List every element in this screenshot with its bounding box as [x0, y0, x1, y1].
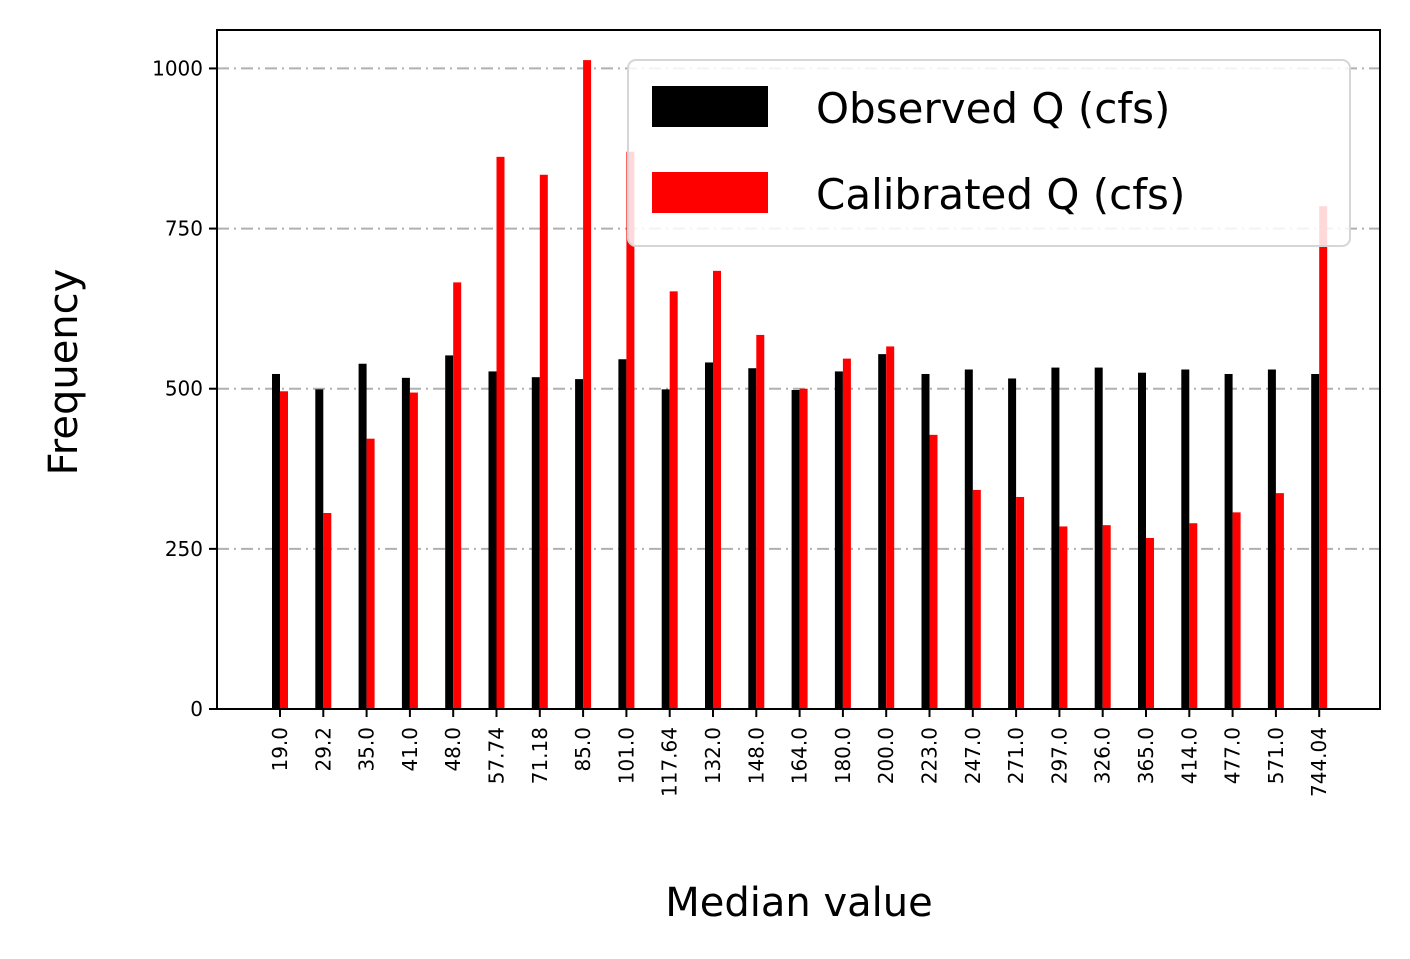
x-axis-title: Median value: [665, 880, 932, 926]
bar-calibrated: [496, 156, 505, 709]
bar-observed: [791, 389, 800, 709]
bar-calibrated: [1319, 206, 1328, 710]
bar-observed: [661, 389, 670, 709]
x-tick-label: 57.74: [485, 727, 509, 784]
bars: [272, 60, 1328, 710]
y-axis: 0 250 500 750 1000: [152, 56, 217, 721]
y-tick-label: 0: [190, 697, 203, 721]
x-tick-label: 101.0: [614, 727, 638, 784]
bar-observed: [1224, 373, 1233, 709]
x-tick-label: 48.0: [441, 727, 465, 772]
bar-calibrated: [1146, 537, 1154, 709]
x-tick-label: 247.0: [961, 727, 985, 784]
bar-calibrated: [1102, 525, 1111, 709]
bar-observed: [878, 354, 887, 709]
x-tick-label: 148.0: [744, 727, 768, 784]
x-tick-label: 365.0: [1134, 727, 1158, 784]
y-tick-label: 750: [165, 217, 203, 241]
bar-observed: [1267, 369, 1276, 709]
x-axis: 19.0 29.2 35.0 41.0 48.0 57.74 71.18 85.0 101.0 1…: [268, 709, 1331, 797]
legend-label-observed: Observed Q (cfs): [816, 84, 1170, 133]
bar-calibrated: [929, 434, 938, 709]
x-tick-label: 41.0: [398, 727, 422, 772]
bar-observed: [834, 371, 843, 709]
bar-observed: [748, 368, 757, 709]
legend-swatch-observed: [652, 86, 768, 127]
legend-label-calibrated: Calibrated Q (cfs): [816, 170, 1185, 219]
x-tick-label: 164.0: [788, 727, 812, 784]
x-tick-label: 571.0: [1264, 727, 1288, 784]
plot-frame: [216, 29, 1381, 710]
bar-observed: [401, 377, 410, 709]
bar-observed: [358, 363, 367, 709]
y-tick-label: 250: [165, 537, 203, 561]
bar-observed: [1311, 373, 1320, 709]
bar-calibrated: [1059, 526, 1068, 709]
x-tick-label: 271.0: [1004, 727, 1028, 784]
x-tick-label: 35.0: [355, 727, 379, 772]
x-tick-label: 117.64: [658, 727, 682, 797]
x-tick-label: 85.0: [571, 727, 595, 772]
legend-swatch-calibrated: [652, 172, 768, 213]
bar-observed: [445, 355, 454, 709]
bar-calibrated: [323, 512, 332, 709]
x-tick-label: 326.0: [1091, 727, 1115, 784]
bar-calibrated: [972, 489, 981, 709]
bar-calibrated: [842, 358, 851, 709]
bar-observed: [705, 362, 713, 709]
bar-calibrated: [1016, 496, 1025, 709]
x-tick-label: 29.2: [311, 727, 335, 772]
bar-calibrated: [1232, 512, 1241, 709]
bar-observed: [1051, 367, 1060, 709]
bar-calibrated: [756, 334, 765, 709]
x-tick-label: 223.0: [918, 727, 942, 784]
bar-calibrated: [669, 291, 678, 709]
bar-calibrated: [886, 346, 895, 709]
bar-calibrated: [1275, 493, 1284, 709]
x-tick-label: 477.0: [1221, 727, 1245, 784]
bar-calibrated: [713, 270, 721, 709]
x-tick-label: 200.0: [874, 727, 898, 784]
legend: Observed Q (cfs) Calibrated Q (cfs): [627, 59, 1351, 247]
bar-calibrated: [366, 438, 375, 709]
x-tick-label: 19.0: [268, 727, 292, 772]
bar-observed: [618, 359, 627, 709]
bar-calibrated: [453, 282, 462, 709]
bar-observed: [1181, 369, 1190, 709]
x-tick-label: 414.0: [1177, 727, 1201, 784]
bar-calibrated: [1189, 523, 1198, 709]
bar-observed: [1094, 367, 1103, 709]
bar-calibrated: [626, 151, 635, 710]
y-tick-label: 1000: [152, 56, 203, 80]
bar-observed: [921, 373, 930, 709]
bar-calibrated: [409, 392, 418, 709]
bar-observed: [531, 377, 540, 709]
x-tick-label: 132.0: [701, 727, 725, 784]
x-tick-label: 71.18: [528, 727, 552, 784]
x-tick-label: 297.0: [1047, 727, 1071, 784]
bar-calibrated: [280, 391, 288, 709]
bar-calibrated: [583, 60, 592, 709]
bar-observed: [1138, 372, 1146, 709]
bar-observed: [964, 369, 973, 709]
bar-observed: [488, 371, 497, 709]
legend-box: [627, 59, 1351, 247]
bar-observed: [315, 389, 324, 709]
bar-observed: [575, 379, 584, 709]
y-axis-title: Frequency: [41, 269, 87, 476]
bar-calibrated: [539, 174, 548, 709]
x-tick-label: 180.0: [831, 727, 855, 784]
bar-observed: [272, 373, 280, 709]
bar-calibrated: [799, 388, 808, 709]
x-tick-label: 744.04: [1307, 727, 1331, 797]
bar-observed: [1008, 378, 1017, 709]
y-tick-label: 500: [165, 377, 203, 401]
